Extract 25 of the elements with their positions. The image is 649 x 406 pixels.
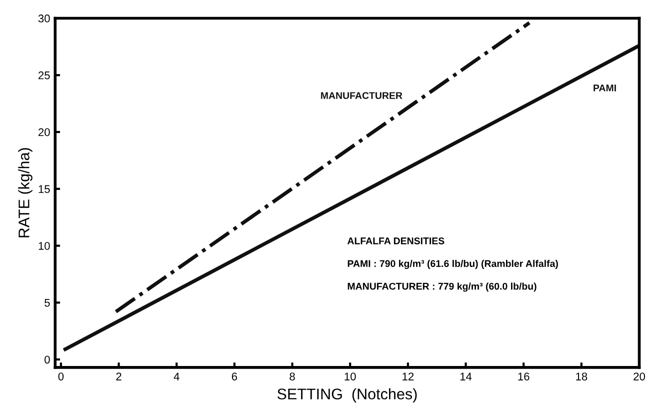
x-tick-label: 8 xyxy=(290,372,295,380)
y-tick-label: 15 xyxy=(38,185,50,194)
x-tick-label: 2 xyxy=(116,372,122,380)
y-tick-label: 0 xyxy=(44,356,50,364)
x-tick-label: 18 xyxy=(576,372,588,380)
series-label: MANUFACTURER xyxy=(321,92,402,100)
series-label: PAMI xyxy=(594,84,616,92)
x-tick-label: 16 xyxy=(518,372,530,380)
annotation: ALFALFA DENSITIES xyxy=(347,237,444,244)
x-tick-label: 12 xyxy=(402,372,414,380)
x-tick-label: 20 xyxy=(634,372,646,380)
y-tick-label: 10 xyxy=(38,242,50,250)
y-axis-title: RATE (kg/ha) xyxy=(18,148,32,238)
x-tick-label: 4 xyxy=(174,372,180,380)
x-tick-label: 10 xyxy=(344,372,356,380)
annotation: PAMI : 790 kg/m³ (61.6 lb/bu) (Rambler Alfalfa) xyxy=(348,260,558,269)
x-tick-label: 14 xyxy=(460,372,472,380)
x-axis-title: SETTING (Notches) xyxy=(277,388,417,402)
annotation: MANUFACTURER : 779 kg/m³ (60.0 lb/bu) xyxy=(348,282,536,292)
y-tick-label: 5 xyxy=(44,298,50,307)
y-tick-label: 20 xyxy=(38,128,50,136)
y-tick-label: 30 xyxy=(38,14,50,22)
x-tick-label: 0 xyxy=(58,372,64,380)
y-tick-label: 25 xyxy=(38,71,50,80)
x-tick-label: 6 xyxy=(232,372,238,380)
